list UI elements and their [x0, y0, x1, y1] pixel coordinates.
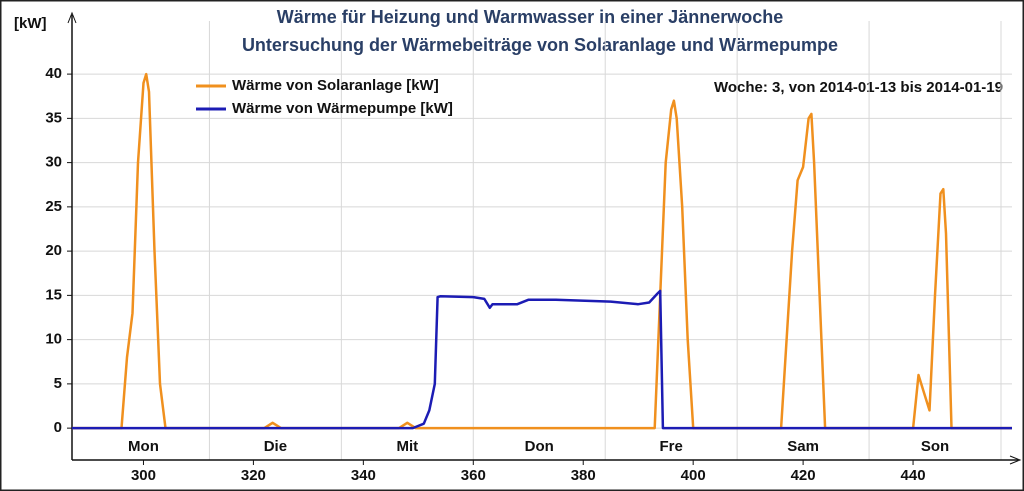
- x-axis-arrow: [1009, 455, 1022, 465]
- series-line: [72, 72, 1012, 430]
- y-tick-label: 30: [45, 154, 62, 171]
- x-tick-label: 340: [351, 467, 376, 484]
- x-tick-label: 440: [901, 467, 926, 484]
- x-tick-label: 320: [241, 467, 266, 484]
- day-label: Sam: [787, 438, 819, 455]
- x-tick-label: 380: [571, 467, 596, 484]
- day-label: Fre: [660, 438, 683, 455]
- y-tick-label: 10: [45, 331, 62, 348]
- x-tick-label: 300: [131, 467, 156, 484]
- chart-title: Wärme für Heizung und Warmwasser in eine…: [277, 7, 783, 27]
- y-tick-label: 5: [54, 375, 62, 392]
- x-tick-label: 420: [791, 467, 816, 484]
- y-tick-label: 20: [45, 242, 62, 259]
- y-tick-label: 40: [45, 65, 62, 82]
- legend-label: Wärme von Wärmepumpe [kW]: [232, 100, 453, 117]
- day-label: Die: [264, 438, 287, 455]
- x-tick-label: 400: [681, 467, 706, 484]
- y-axis-arrow: [67, 11, 77, 24]
- y-tick-label: 25: [45, 198, 62, 215]
- series-line: [72, 289, 1012, 430]
- annotation: Woche: 3, von 2014-01-13 bis 2014-01-19: [714, 79, 1003, 96]
- y-tick-label: 15: [45, 286, 62, 303]
- legend-label: Wärme von Solaranlage [kW]: [232, 77, 439, 94]
- y-axis-label: [kW]: [14, 15, 47, 32]
- day-label: Mon: [128, 438, 159, 455]
- x-tick-label: 360: [461, 467, 486, 484]
- chart-subtitle: Untersuchung der Wärmebeiträge von Solar…: [242, 35, 838, 55]
- day-label: Mit: [396, 438, 418, 455]
- y-tick-label: 35: [45, 109, 62, 126]
- day-label: Don: [525, 438, 554, 455]
- day-label: Son: [921, 438, 949, 455]
- y-tick-label: 0: [54, 419, 62, 436]
